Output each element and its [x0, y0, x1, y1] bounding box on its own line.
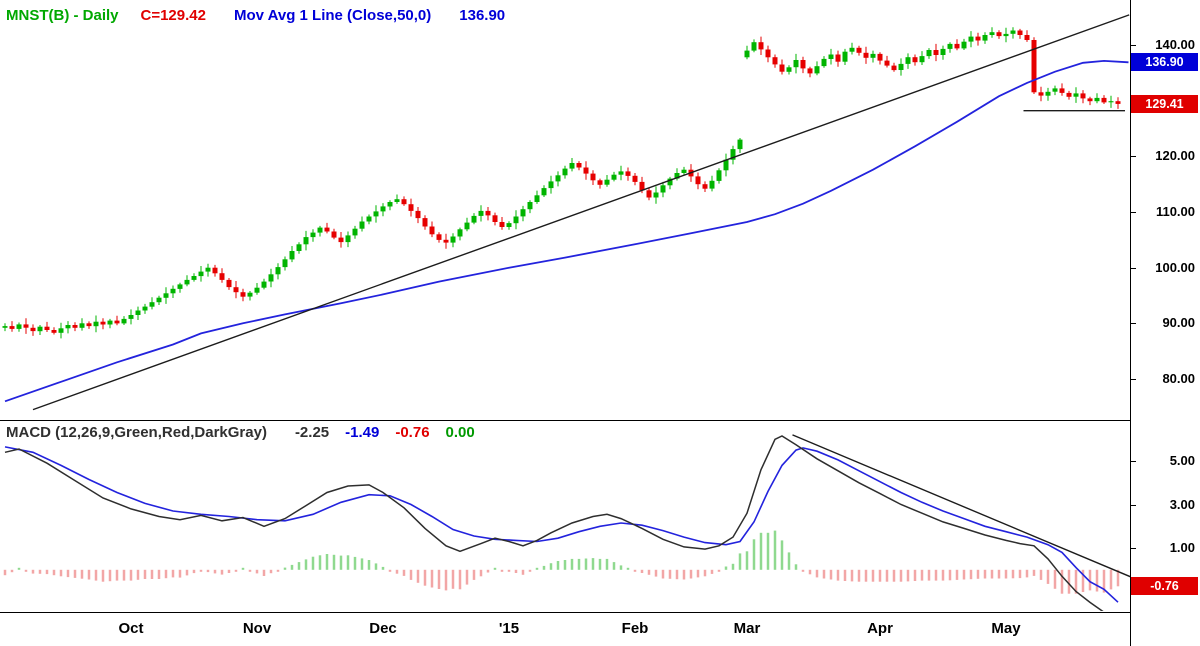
moving-average-label: Mov Avg 1 Line (Close,50,0): [233, 7, 432, 24]
moving-average-value: 136.90: [459, 7, 506, 24]
chart-header: MNST(B) - Daily C=129.42 Mov Avg 1 Line …: [6, 7, 505, 24]
price-axis-tick-label: 90.00: [1162, 315, 1195, 331]
macd-signal-value: -1.49: [345, 424, 380, 441]
macd-axis-tick-mark: [1131, 461, 1136, 462]
month-label-Feb: Feb: [621, 620, 649, 637]
last-price-badge: 129.41: [1131, 94, 1198, 113]
x-axis-line: [0, 612, 1200, 613]
price-axis-tick-label: 100.00: [1155, 259, 1195, 275]
price-axis-tick-mark: [1131, 45, 1136, 46]
price-axis-tick-mark: [1131, 267, 1136, 269]
symbol-title: MNST(B) - Daily: [6, 7, 119, 24]
macd-axis-tick-label: 5.00: [1169, 453, 1195, 468]
macd-hist-badge: -0.76: [1131, 577, 1198, 596]
macd-indicator-label: MACD (12,26,9,Green,Red,DarkGray): [6, 424, 267, 441]
month-label-Oct: Oct: [118, 620, 144, 637]
macd-value: -2.25: [294, 424, 330, 441]
panel-divider-line: [0, 420, 1200, 421]
macd-axis-tick-mark: [1131, 548, 1136, 549]
chart-canvas[interactable]: [0, 0, 1130, 646]
ma-value-badge: 136.90: [1131, 53, 1198, 72]
macd-header: MACD (12,26,9,Green,Red,DarkGray) -2.25 …: [6, 424, 475, 441]
macd-axis-tick-label: 3.00: [1169, 496, 1195, 512]
price-axis-tick-mark: [1131, 379, 1136, 380]
month-label-Mar: Mar: [733, 620, 761, 637]
month-label-Dec: Dec: [369, 620, 397, 637]
price-axis-tick-mark: [1131, 212, 1136, 213]
price-axis-tick-label: 140.00: [1155, 37, 1195, 52]
price-axis-tick-label: 80.00: [1162, 371, 1195, 386]
last-close-label: C=129.42: [140, 7, 206, 24]
month-label-Nov: Nov: [242, 620, 272, 637]
price-axis-column[interactable]: 140.00 120.00 110.00 100.00 90.00 80.00 5.00 3.…: [1130, 0, 1200, 646]
price-axis-tick-label: 110.00: [1155, 204, 1195, 219]
month-label-15: '15: [498, 620, 520, 637]
month-label-May: May: [991, 620, 1021, 637]
macd-histogram-value: -0.76: [395, 424, 430, 441]
price-axis-tick-mark: [1131, 323, 1136, 325]
macd-axis-tick-mark: [1131, 504, 1136, 506]
month-label-Apr: Apr: [867, 620, 893, 637]
macd-axis-tick-label: 1.00: [1169, 540, 1195, 555]
macd-zero-value: 0.00: [445, 424, 475, 441]
price-axis-tick-mark: [1131, 156, 1136, 158]
price-axis-tick-label: 120.00: [1155, 148, 1195, 164]
